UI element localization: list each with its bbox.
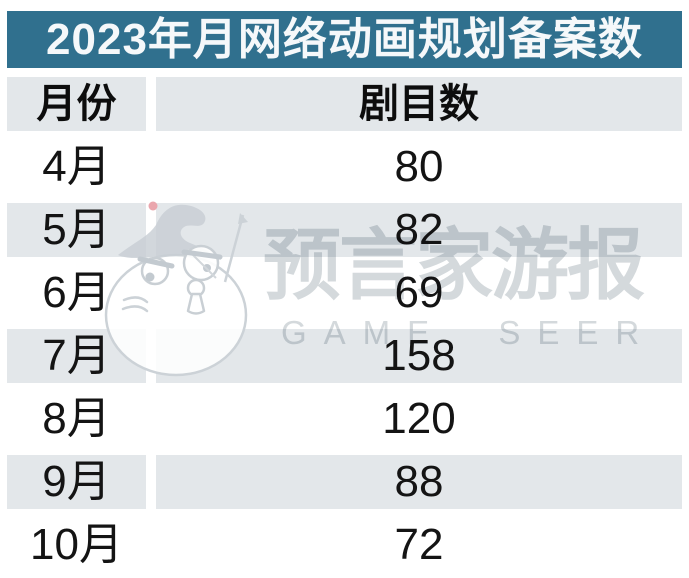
column-gap <box>146 203 156 257</box>
table-row: 5月 82 <box>7 203 682 257</box>
month-cell: 8月 <box>42 394 111 443</box>
table-row: 6月 69 <box>7 266 682 320</box>
filing-table: 2023年月网络动画规划备案数 月份 剧目数 4月 80 5月 82 6月 69… <box>7 11 682 572</box>
column-header-month: 月份 <box>7 77 146 131</box>
month-cell: 10月 <box>30 520 123 569</box>
count-cell: 88 <box>156 455 682 509</box>
column-header-count: 剧目数 <box>156 77 682 131</box>
table-row: 4月 80 <box>7 140 682 194</box>
column-gap <box>146 77 156 131</box>
month-cell: 7月 <box>7 329 146 383</box>
table-row: 7月 158 <box>7 329 682 383</box>
count-cell: 120 <box>382 394 456 443</box>
column-gap <box>146 392 156 446</box>
month-cell: 9月 <box>7 455 146 509</box>
table-row: 10月 72 <box>7 518 682 572</box>
count-cell: 69 <box>394 268 444 317</box>
month-cell: 4月 <box>42 142 111 191</box>
count-cell: 158 <box>156 329 682 383</box>
month-cell: 6月 <box>42 268 111 317</box>
column-gap <box>146 518 156 572</box>
count-cell: 82 <box>156 203 682 257</box>
column-gap <box>146 266 156 320</box>
column-gap <box>146 140 156 194</box>
month-cell: 5月 <box>7 203 146 257</box>
table-row: 8月 120 <box>7 392 682 446</box>
table-row: 9月 88 <box>7 455 682 509</box>
column-gap <box>146 329 156 383</box>
table-title: 2023年月网络动画规划备案数 <box>7 11 682 68</box>
table-body: 4月 80 5月 82 6月 69 7月 158 8月 120 9月 88 10… <box>7 140 682 572</box>
table-header-row: 月份 剧目数 <box>7 77 682 131</box>
column-gap <box>146 455 156 509</box>
count-cell: 80 <box>394 142 444 191</box>
count-cell: 72 <box>394 520 444 569</box>
